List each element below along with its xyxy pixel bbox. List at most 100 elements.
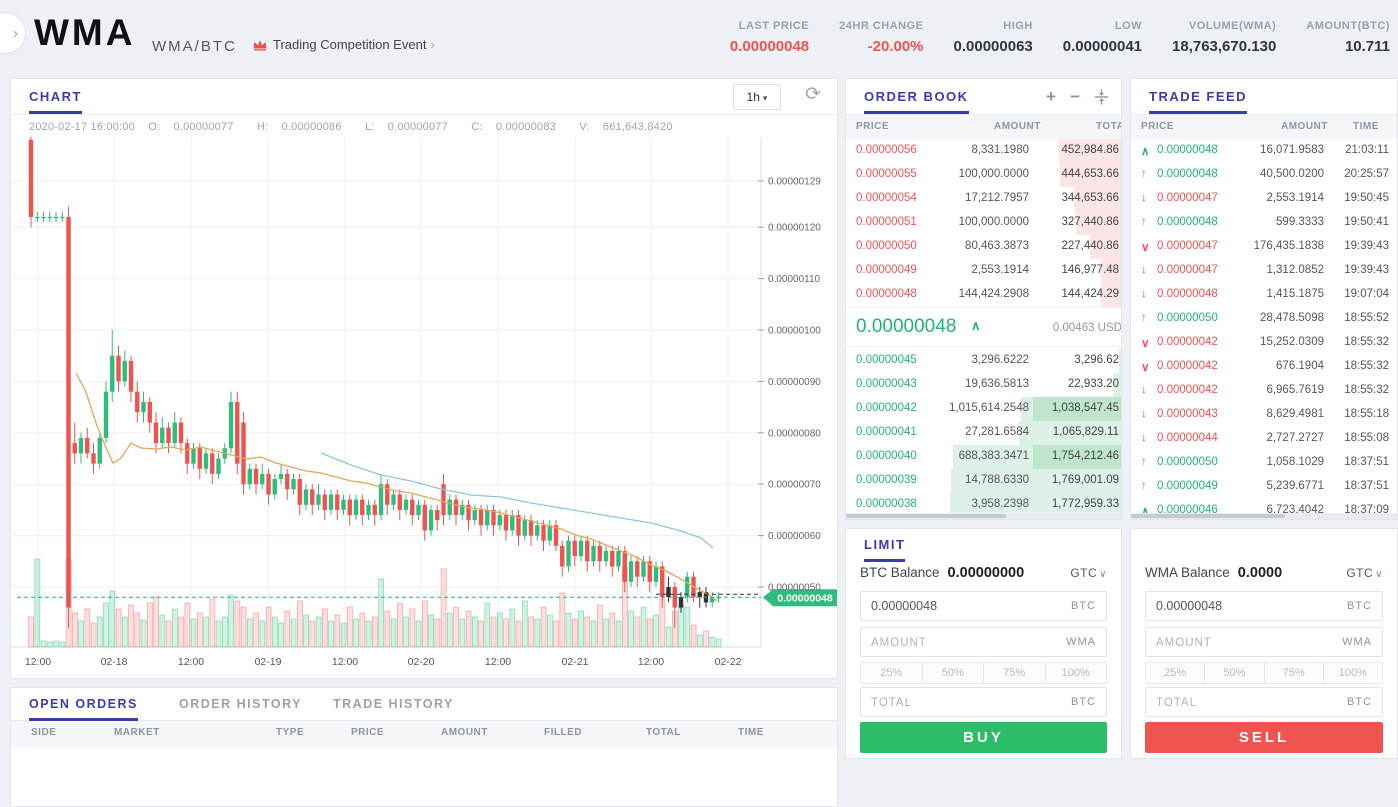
trade-feed-row[interactable]: ∧ 0.00000048 16,071.9583 21:03:11 bbox=[1131, 139, 1397, 163]
order-book-ask-row[interactable]: 0.00000054 17,212.7957 344,653.66 bbox=[846, 187, 1121, 211]
trade-up-icon: ↑ bbox=[1141, 216, 1147, 228]
candle-body bbox=[460, 504, 465, 516]
trade-feed-row[interactable]: ∨ 0.00000047 176,435.1838 19:39:43 bbox=[1131, 235, 1397, 259]
buy-total-input[interactable] bbox=[871, 688, 1043, 716]
tif-dropdown-sell[interactable]: GTC ∨ bbox=[1346, 566, 1383, 580]
tab-open-orders[interactable]: OPEN ORDERS bbox=[29, 697, 138, 721]
trading-competition-link[interactable]: Trading Competition Event › bbox=[252, 37, 435, 52]
order-book-bid-row[interactable]: 0.00000041 27,281.6584 1,065,829.11 bbox=[846, 421, 1121, 445]
tab-chart[interactable]: CHART bbox=[29, 89, 82, 114]
volume-bar bbox=[240, 606, 247, 648]
sell-amount-input[interactable] bbox=[1156, 628, 1322, 656]
volume-bar bbox=[284, 610, 291, 648]
price-chart[interactable]: 0.00000048 0.00000129 0.00000120 0.00000110… bbox=[11, 137, 838, 677]
order-book-bid-row[interactable]: 0.00000039 14,788.6330 1,769,001.09 bbox=[846, 469, 1121, 493]
stat-label: LAST PRICE bbox=[738, 20, 810, 32]
orders-column-market: MARKET bbox=[114, 727, 160, 738]
percent-button[interactable]: 75% bbox=[984, 663, 1046, 683]
percent-button[interactable]: 100% bbox=[1061, 667, 1090, 679]
order-book-ask-row[interactable]: 0.00000050 80,463.3873 227,440.86 bbox=[846, 235, 1121, 259]
tab-order-book[interactable]: ORDER BOOK bbox=[864, 89, 969, 114]
trade-feed-row[interactable]: ↓ 0.00000047 1,312.0852 19:39:43 bbox=[1131, 259, 1397, 283]
candle-body bbox=[172, 422, 177, 444]
buy-button[interactable]: BUY bbox=[860, 722, 1107, 753]
trade-feed-row[interactable]: ↓ 0.00000047 2,553.1914 19:50:45 bbox=[1131, 187, 1397, 211]
trade-feed-row[interactable]: ↑ 0.00000050 28,478.5098 18:55:52 bbox=[1131, 307, 1397, 331]
tif-dropdown-buy[interactable]: GTC ∨ bbox=[1070, 566, 1107, 580]
refresh-icon[interactable]: ⟳ bbox=[805, 84, 821, 105]
percent-button[interactable]: 50% bbox=[923, 663, 984, 683]
trade-feed-row[interactable]: ↑ 0.00000048 599.3333 19:50:41 bbox=[1131, 211, 1397, 235]
candle-body bbox=[316, 494, 321, 505]
trade-feed-row[interactable]: ↑ 0.00000048 40,500.0200 20:25:57 bbox=[1131, 163, 1397, 187]
header-stat: 24HR CHANGE -20.00% bbox=[839, 20, 923, 55]
sell-price-input[interactable] bbox=[1156, 592, 1322, 620]
volume-bar bbox=[228, 594, 234, 648]
trade-feed-row[interactable]: ↑ 0.00000049 5,239.6771 18:37:51 bbox=[1131, 475, 1397, 499]
order-book-bid-row[interactable]: 0.00000042 1,015,614.2548 1,038,547.45 bbox=[846, 397, 1121, 421]
trade-feed-row[interactable]: ↓ 0.00000043 8,629.4981 18:55:18 bbox=[1131, 403, 1397, 427]
candle-body bbox=[266, 473, 271, 495]
order-book-bid-row[interactable]: 0.00000045 3,296.6222 3,296.62 bbox=[846, 349, 1121, 373]
candle-body bbox=[135, 391, 140, 413]
total-cell: 444,653.66 bbox=[1061, 168, 1119, 180]
order-book-ask-row[interactable]: 0.00000056 8,331.1980 452,984.86 bbox=[846, 139, 1121, 163]
volume-bar bbox=[222, 616, 228, 648]
volume-bar bbox=[634, 616, 641, 648]
order-book-ask-row[interactable]: 0.00000051 100,000.0000 327,440.86 bbox=[846, 211, 1121, 235]
amount-cell: 1,015,614.2548 bbox=[949, 402, 1029, 414]
zoom-out-icon[interactable]: − bbox=[1070, 87, 1080, 106]
x-tick-label: 02-18 bbox=[101, 656, 128, 668]
percent-button[interactable]: 100% bbox=[1338, 667, 1367, 679]
candle-body bbox=[297, 479, 302, 505]
market-pair-label: WMA/BTC bbox=[152, 38, 237, 55]
zoom-in-icon[interactable]: + bbox=[1046, 87, 1057, 106]
trade-feed-row[interactable]: ∨ 0.00000042 15,252.0309 18:55:32 bbox=[1131, 331, 1397, 355]
tab-trade-history[interactable]: TRADE HISTORY bbox=[333, 697, 454, 711]
btc-balance-label: BTC Balance bbox=[860, 565, 940, 580]
expand-sidebar-button[interactable]: › bbox=[0, 12, 26, 54]
order-book-ask-row[interactable]: 0.00000055 100,000.0000 444,653.66 bbox=[846, 163, 1121, 187]
candle-body bbox=[466, 504, 471, 521]
candle-body bbox=[372, 504, 377, 516]
volume-bar bbox=[603, 618, 609, 648]
order-book-bid-row[interactable]: 0.00000043 19,636.5813 22,933.20 bbox=[846, 373, 1121, 397]
collapse-book-icon[interactable] bbox=[1094, 89, 1109, 105]
sell-total-input[interactable] bbox=[1156, 688, 1322, 716]
buy-amount-input[interactable] bbox=[871, 628, 1043, 656]
order-book-ask-row[interactable]: 0.00000048 144,424.2908 144,424.29 bbox=[846, 283, 1121, 307]
tab-trade-feed[interactable]: TRADE FEED bbox=[1149, 89, 1248, 114]
order-book-scrollbar[interactable] bbox=[846, 513, 1121, 519]
trade-feed-row[interactable]: ↓ 0.00000048 1,415.1875 19:07:04 bbox=[1131, 283, 1397, 307]
candle-body bbox=[291, 479, 296, 490]
sell-button[interactable]: SELL bbox=[1145, 722, 1383, 753]
order-book-bid-row[interactable]: 0.00000040 688,383.3471 1,754,212.46 bbox=[846, 445, 1121, 469]
volume-bar bbox=[465, 610, 472, 648]
tab-order-history[interactable]: ORDER HISTORY bbox=[179, 697, 302, 711]
price-cell: 0.00000041 bbox=[856, 426, 917, 438]
trade-feed-row[interactable]: ↑ 0.00000050 1,058.1029 18:37:51 bbox=[1131, 451, 1397, 475]
percent-button[interactable]: 75% bbox=[1265, 663, 1324, 683]
volume-bar bbox=[540, 606, 547, 648]
candle-body bbox=[453, 499, 459, 516]
order-book-ask-row[interactable]: 0.00000049 2,553.1914 146,977.48 bbox=[846, 259, 1121, 283]
candle-body bbox=[35, 216, 40, 219]
sell-amount-unit: WMA bbox=[1342, 636, 1372, 648]
buy-price-input[interactable] bbox=[871, 592, 1043, 620]
price-cell: 0.00000047 bbox=[1157, 264, 1218, 276]
percent-button[interactable]: 25% bbox=[1146, 663, 1206, 683]
trade-feed-scrollbar[interactable] bbox=[1131, 513, 1397, 519]
candle-body bbox=[660, 566, 665, 598]
trade-feed-row[interactable]: ↓ 0.00000042 6,965.7619 18:55:32 bbox=[1131, 379, 1397, 403]
percent-button[interactable]: 25% bbox=[861, 663, 923, 683]
time-cell: 19:07:04 bbox=[1344, 288, 1389, 300]
volume-bar bbox=[378, 578, 384, 648]
trading-competition-label: Trading Competition Event bbox=[273, 37, 427, 52]
trade-feed-row[interactable]: ↓ 0.00000044 2,727.2727 18:55:08 bbox=[1131, 427, 1397, 451]
volume-bar bbox=[203, 616, 209, 648]
percent-button[interactable]: 50% bbox=[1205, 663, 1265, 683]
sell-percent-row: 25% 50% 75% 100% bbox=[1145, 662, 1383, 684]
trade-feed-row[interactable]: ∨ 0.00000042 676.1904 18:55:32 bbox=[1131, 355, 1397, 379]
tab-limit[interactable]: LIMIT bbox=[864, 537, 906, 562]
interval-dropdown[interactable]: 1h ▾ bbox=[733, 84, 781, 110]
